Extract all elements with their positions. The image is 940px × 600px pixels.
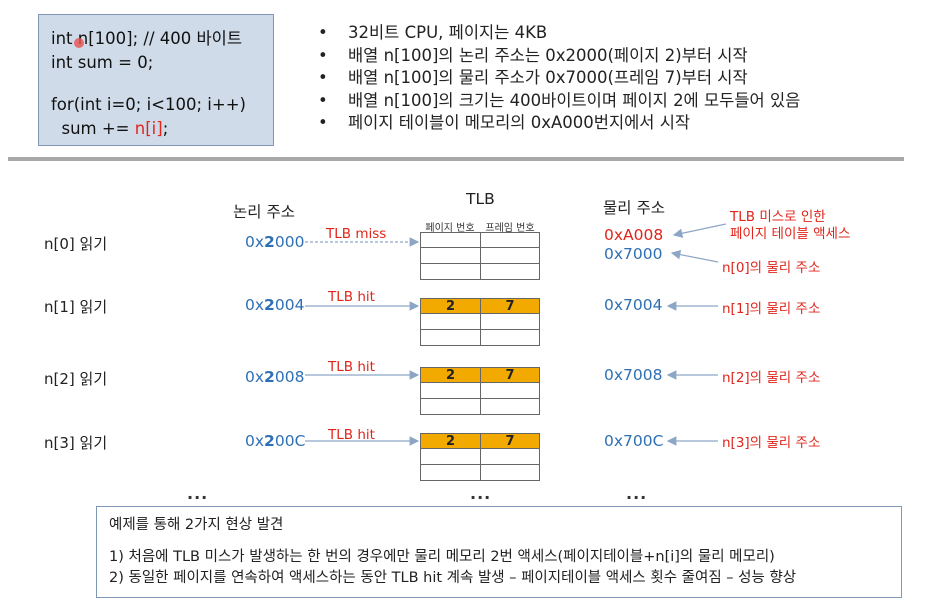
logical-address: 0x200C	[245, 432, 306, 450]
tlb-event-label: TLB hit	[328, 289, 375, 305]
miss-note: TLB 미스로 인한	[730, 209, 826, 225]
physical-note: n[0]의 물리 주소	[722, 260, 821, 276]
section-divider	[8, 157, 904, 161]
findings-title: 예제를 통해 2가지 현상 발견	[109, 517, 284, 533]
page-table-address: 0xA008	[604, 226, 664, 244]
physical-address: 0x7008	[604, 366, 663, 384]
row-label: n[2] 읽기	[44, 370, 108, 388]
fact-item: • 배열 n[100]의 크기는 400바이트이며 페이지 2에 모두들어 있음	[318, 90, 801, 110]
findings-item-2: 2) 동일한 페이지를 연속하여 액세스하는 동안 TLB hit 계속 발생 …	[109, 570, 797, 586]
ellipsis: ...	[470, 484, 492, 503]
findings-item-1: 1) 처음에 TLB 미스가 발생하는 한 번의 경우에만 물리 메모리 2번 …	[109, 549, 775, 565]
physical-address: 0x7000	[604, 245, 663, 263]
tlb-table	[420, 232, 540, 280]
code-line-4: sum += n[i];	[51, 119, 169, 138]
tlb-frame-cell: 7	[480, 368, 539, 383]
tlb-frame-cell: 7	[480, 299, 539, 314]
code-box: int n[100]; // 400 바이트 int sum = 0; for(…	[38, 14, 274, 146]
fact-item: • 배열 n[100]의 논리 주소는 0x2000(페이지 2)부터 시작	[318, 45, 748, 65]
logical-address: 0x2000	[245, 233, 305, 251]
tlb-col-frame: 프레임 번호	[485, 223, 535, 234]
logical-address: 0x2004	[245, 296, 305, 314]
tlb-page-cell: 2	[445, 299, 456, 314]
facts-list: • 32비트 CPU, 페이지는 4KB • 배열 n[100]의 논리 주소는 0…	[318, 22, 800, 135]
logical-address-header: 논리 주소	[233, 203, 295, 221]
fact-item: • 32비트 CPU, 페이지는 4KB	[318, 23, 548, 42]
physical-address: 0x700C	[604, 432, 664, 450]
physical-note: n[1]의 물리 주소	[722, 301, 821, 317]
row-label: n[1] 읽기	[44, 298, 108, 316]
tlb-event-label: TLB hit	[328, 359, 375, 375]
fact-item: • 배열 n[100]의 물리 주소가 0x7000(프레임 7)부터 시작	[318, 68, 748, 87]
physical-note: n[2]의 물리 주소	[722, 370, 821, 386]
physical-address: 0x7004	[604, 296, 663, 314]
code-line-1: int n[100]; // 400 바이트	[51, 29, 243, 48]
row-label: n[3] 읽기	[44, 434, 108, 452]
code-line-3: for(int i=0; i<100; i++)	[51, 95, 246, 114]
tlb-event-label: TLB hit	[328, 427, 375, 443]
fact-item: • 페이지 테이블이 메모리의 0xA000번지에서 시작	[318, 113, 691, 132]
miss-note-2: 페이지 테이블 액세스	[730, 226, 851, 242]
cursor-dot	[74, 38, 84, 48]
tlb-frame-cell: 7	[480, 434, 539, 449]
tlb-page-cell: 2	[445, 434, 456, 449]
tlb-col-page: 페이지 번호	[425, 223, 475, 234]
row-label: n[0] 읽기	[44, 235, 108, 253]
tlb-header: TLB	[466, 190, 495, 208]
ellipsis: ...	[626, 484, 648, 503]
physical-note: n[3]의 물리 주소	[722, 435, 821, 451]
findings-box: 예제를 통해 2가지 현상 발견 1) 처음에 TLB 미스가 발생하는 한 번…	[96, 506, 902, 598]
arrow-note-to-physical	[670, 249, 719, 263]
ellipsis: ...	[187, 484, 209, 503]
arrow-note-to-physical	[672, 223, 727, 238]
tlb-event-label: TLB miss	[326, 226, 387, 242]
code-line-2: int sum = 0;	[51, 53, 154, 72]
physical-address-header: 물리 주소	[603, 199, 665, 217]
logical-address: 0x2008	[245, 368, 305, 386]
tlb-page-cell: 2	[445, 368, 456, 383]
